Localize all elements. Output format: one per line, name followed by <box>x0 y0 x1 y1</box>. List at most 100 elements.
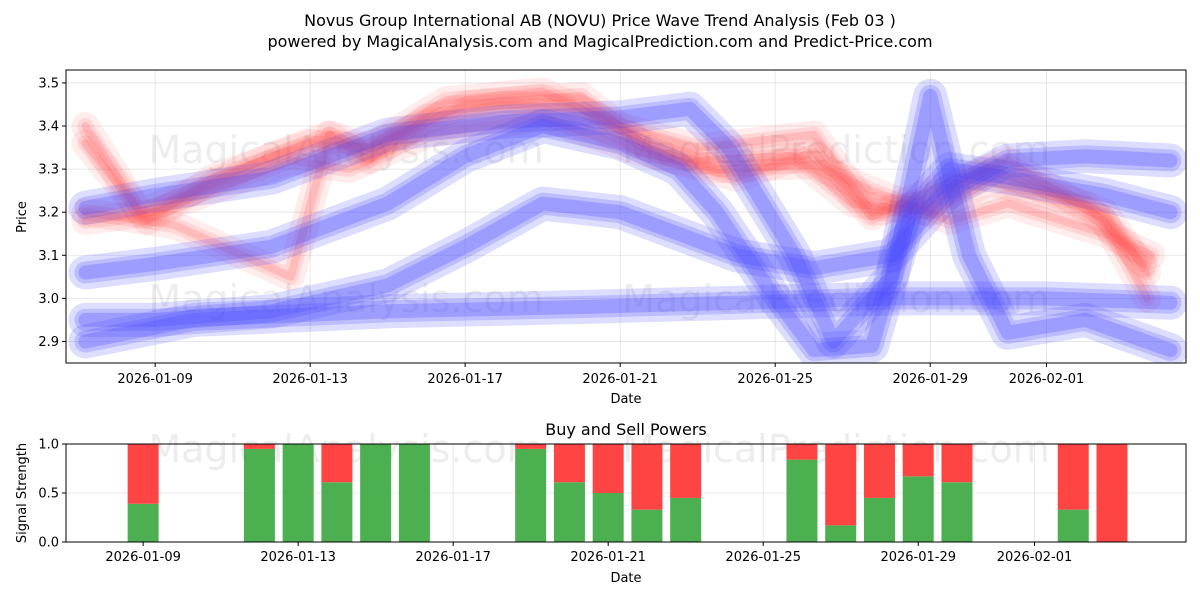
sell-bar <box>1096 444 1128 542</box>
wave-series-5 <box>68 109 1186 363</box>
wave-line <box>74 287 1182 353</box>
power-y-tick-label: 0.0 <box>38 536 59 551</box>
buy-bar <box>902 476 934 542</box>
watermark-analysis-top: MagicalAnalysis.com <box>148 128 543 172</box>
buy-bar <box>592 493 624 542</box>
sell-bar <box>825 444 857 526</box>
price-panel-frame <box>65 69 1187 364</box>
wave-line <box>71 81 1162 313</box>
wave-line <box>77 109 1160 264</box>
buy-bar <box>631 509 663 542</box>
power-y-tick-label: 1.0 <box>38 438 59 453</box>
power-x-ticks: 2026-01-09 2026-01-13 2026-01-17 2026-01-21… <box>105 542 1072 565</box>
wave-line <box>68 139 1186 337</box>
buy-bar <box>360 444 392 542</box>
price-x-ticks: 2026-01-09 2026-01-13 2026-01-17 2026-01-21… <box>117 363 1084 387</box>
wave-series-8 <box>68 281 1186 359</box>
price-x-tick-label: 2026-01-21 <box>582 372 658 387</box>
watermark-prediction-mid: MagicalPrediction.com <box>622 277 1050 321</box>
buy-bar <box>941 482 973 542</box>
buy-bar <box>282 444 314 542</box>
wave-series-6 <box>68 78 1186 363</box>
price-y-tick-label: 3.2 <box>38 206 59 221</box>
wave-line <box>68 78 1186 363</box>
power-x-tick-label: 2026-01-13 <box>260 550 336 565</box>
wave-line <box>78 149 1178 327</box>
watermark-analysis-mid: MagicalAnalysis.com <box>148 277 543 321</box>
power-x-tick-label: 2026-01-29 <box>880 550 956 565</box>
wave-line <box>74 84 1182 362</box>
sell-bar <box>941 444 973 483</box>
wave-line <box>81 87 1152 277</box>
price-y-tick-label: 3.1 <box>38 249 59 264</box>
wave-line <box>78 88 1178 358</box>
price-x-tick-label: 2026-01-13 <box>272 372 348 387</box>
price-x-tick-label: 2026-02-01 <box>1009 372 1085 387</box>
buy-bar <box>825 525 857 542</box>
wave-line <box>77 83 1156 281</box>
sell-bar <box>553 444 585 483</box>
sell-bar <box>127 444 159 504</box>
price-x-tick-label: 2026-01-17 <box>427 372 503 387</box>
power-y-tick-label: 0.5 <box>38 487 59 502</box>
price-wave-series <box>68 77 1186 363</box>
wave-line <box>81 100 1148 268</box>
power-x-tick-label: 2026-01-09 <box>105 550 181 565</box>
chart-title-line1: Novus Group International AB (NOVU) Pric… <box>304 11 896 30</box>
price-y-tick-label: 3.5 <box>38 76 59 91</box>
wave-line <box>68 109 1186 363</box>
price-y-tick-label: 2.9 <box>38 335 59 350</box>
wave-line <box>71 90 1158 278</box>
wave-series-7 <box>68 139 1186 337</box>
wave-line <box>78 119 1178 358</box>
power-panel-title: Buy and Sell Powers <box>545 420 707 439</box>
sell-bar <box>863 444 895 498</box>
sell-bar <box>631 444 663 510</box>
price-watermarks: MagicalAnalysis.com MagicalPrediction.co… <box>148 128 1049 321</box>
buy-bar <box>786 459 818 542</box>
wave-line <box>81 91 1152 303</box>
power-panel: Buy and Sell Powers MagicalAnalysis.com … <box>15 420 1187 586</box>
wave-line <box>68 281 1186 359</box>
buy-bar <box>515 448 547 542</box>
buy-bar <box>670 497 702 542</box>
sell-bar <box>243 444 275 449</box>
price-y-ticks: 2.9 3.0 3.1 3.2 3.3 3.4 3.5 <box>38 76 66 350</box>
price-y-tick-label: 3.0 <box>38 292 59 307</box>
price-y-axis-label: Price <box>15 201 30 233</box>
price-grid <box>66 70 1186 363</box>
sell-bar <box>670 444 702 498</box>
buy-bar <box>1057 509 1089 542</box>
wave-line <box>71 77 1162 287</box>
chart-title-line2: powered by MagicalAnalysis.com and Magic… <box>267 32 932 51</box>
wave-line <box>74 115 1182 362</box>
power-x-axis-label: Date <box>610 571 641 586</box>
power-y-axis-label: Signal Strength <box>15 443 30 543</box>
price-panel: MagicalAnalysis.com MagicalPrediction.co… <box>15 69 1187 407</box>
sell-bar <box>592 444 624 493</box>
buy-bar <box>127 503 159 542</box>
buy-bar <box>553 482 585 542</box>
price-x-axis-label: Date <box>610 392 641 407</box>
wave-line <box>78 291 1178 349</box>
price-x-tick-label: 2026-01-09 <box>117 372 193 387</box>
wave-line <box>77 96 1152 272</box>
sell-bar <box>515 444 547 449</box>
power-x-tick-label: 2026-02-01 <box>997 550 1073 565</box>
sell-bar <box>1057 444 1089 510</box>
wave-line <box>71 103 1166 270</box>
price-x-tick-label: 2026-01-25 <box>737 372 813 387</box>
wave-series-3 <box>71 103 1166 270</box>
wave-series-4 <box>71 81 1162 313</box>
power-bars <box>127 444 1128 542</box>
price-panel-background <box>66 70 1186 363</box>
buy-bar <box>863 497 895 542</box>
wave-line <box>81 113 1156 260</box>
wave-line <box>77 87 1156 307</box>
buy-bar <box>398 444 430 542</box>
price-y-tick-label: 3.4 <box>38 120 59 135</box>
buy-bar <box>243 448 275 542</box>
wave-line <box>74 145 1182 331</box>
wave-series-1 <box>71 90 1158 278</box>
price-x-tick-label: 2026-01-29 <box>892 372 968 387</box>
